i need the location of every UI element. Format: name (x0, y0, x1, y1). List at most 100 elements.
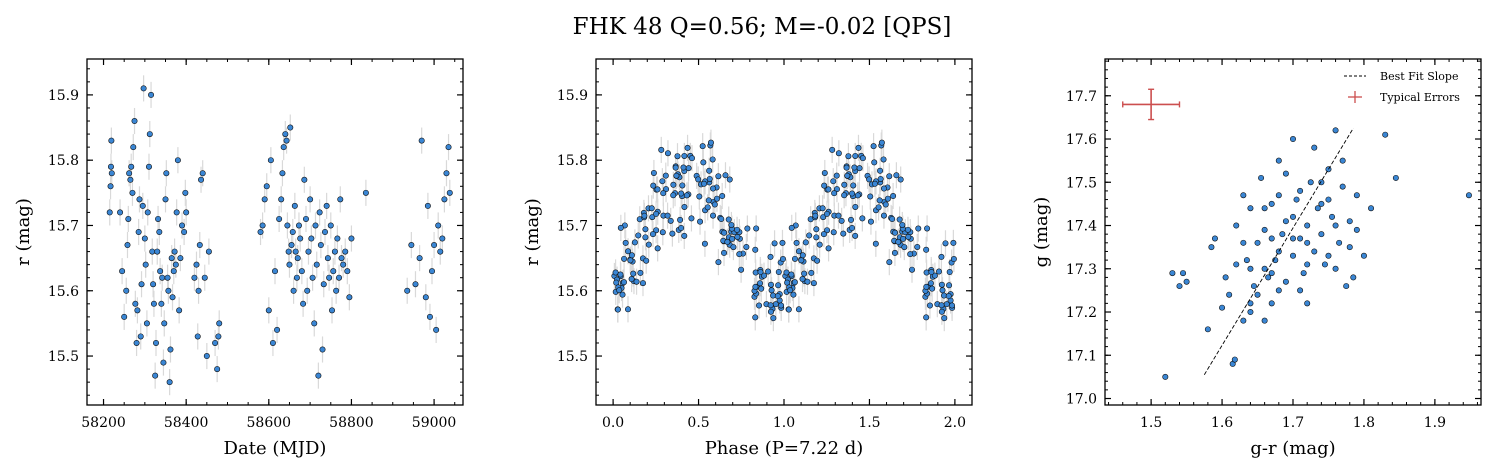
data-point (756, 302, 763, 309)
data-point (650, 169, 657, 176)
data-point (649, 231, 656, 238)
data-point (788, 271, 795, 278)
y-tick-label: 15.9 (48, 88, 79, 104)
data-point (195, 287, 202, 294)
data-point (677, 216, 684, 223)
data-point (814, 257, 821, 264)
data-point (767, 253, 774, 260)
data-point (1332, 222, 1339, 229)
data-point (1231, 356, 1238, 363)
data-point (108, 137, 115, 144)
data-point (767, 308, 774, 315)
data-point (304, 287, 311, 294)
data-point (1290, 235, 1297, 242)
data-point (311, 320, 318, 327)
data-point (875, 204, 882, 211)
data-point (153, 339, 160, 346)
data-point (1311, 248, 1318, 255)
data-point (166, 379, 173, 386)
data-point (285, 248, 292, 255)
data-point (664, 150, 671, 157)
data-point (276, 215, 283, 222)
data-point (336, 274, 343, 281)
data-point (757, 280, 764, 287)
data-point (678, 190, 685, 197)
data-point (806, 232, 813, 239)
data-point (931, 272, 938, 279)
x-axis-label: g-r (mag) (1250, 438, 1335, 459)
data-point (128, 163, 135, 170)
x-tick-label: 0.0 (602, 415, 624, 431)
data-point (1247, 265, 1254, 272)
data-point (1275, 157, 1282, 164)
x-tick-label: 0.5 (687, 415, 709, 431)
data-point (628, 276, 635, 283)
data-point (871, 159, 878, 166)
data-point (659, 178, 666, 185)
data-point (143, 320, 150, 327)
y-tick-label: 17.3 (1066, 262, 1097, 278)
data-point (199, 170, 206, 177)
data-point (1314, 205, 1321, 212)
data-point (337, 196, 344, 203)
data-point (855, 144, 862, 151)
data-point (298, 268, 305, 275)
data-point (622, 239, 629, 246)
data-point (729, 235, 736, 242)
data-point (621, 255, 628, 262)
data-point (936, 268, 943, 275)
y-tick-label: 17.7 (1066, 89, 1097, 105)
data-point (893, 172, 900, 179)
data-point (133, 339, 140, 346)
data-point (859, 215, 866, 222)
data-point (681, 203, 688, 210)
data-point (1350, 274, 1357, 281)
data-point (669, 230, 676, 237)
data-point (183, 209, 190, 216)
data-point (130, 144, 137, 151)
data-point (791, 279, 798, 286)
data-point (852, 232, 859, 239)
data-point (914, 243, 921, 250)
data-point (1243, 257, 1250, 264)
data-point (169, 294, 176, 301)
data-point (182, 189, 189, 196)
data-point (833, 172, 840, 179)
data-point (670, 192, 677, 199)
data-point (663, 186, 670, 193)
data-point (283, 137, 290, 144)
data-point (1247, 205, 1254, 212)
data-point (724, 238, 731, 245)
data-point (852, 152, 859, 159)
data-point (312, 222, 319, 229)
data-point (699, 143, 706, 150)
data-point (149, 248, 156, 255)
data-point (938, 302, 945, 309)
data-point (643, 257, 650, 264)
data-point (1268, 235, 1275, 242)
data-point (624, 306, 631, 313)
data-point (831, 190, 838, 197)
x-tick-label: 1.5 (858, 415, 880, 431)
data-point (791, 255, 798, 262)
data-point (1183, 278, 1190, 285)
data-point (845, 153, 852, 160)
data-point (617, 224, 624, 231)
data-point (688, 155, 695, 162)
x-tick-label: 1.7 (1282, 415, 1304, 431)
data-point (142, 261, 149, 268)
data-point (950, 256, 957, 263)
data-point (642, 234, 649, 241)
data-point (141, 235, 148, 242)
data-point (177, 255, 184, 262)
data-point (891, 249, 898, 256)
data-point (768, 287, 775, 294)
data-point (867, 193, 874, 200)
data-point (125, 215, 132, 222)
data-point (662, 172, 669, 179)
data-point (715, 259, 722, 266)
data-point (348, 235, 355, 242)
data-point (173, 209, 180, 216)
data-point (701, 240, 708, 247)
data-point (267, 157, 274, 164)
